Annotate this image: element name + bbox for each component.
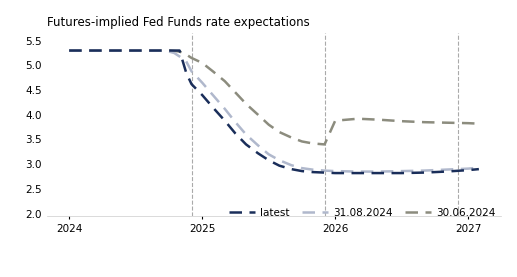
Legend: latest, 31.08.2024, 30.06.2024: latest, 31.08.2024, 30.06.2024 <box>224 204 500 222</box>
Text: Futures-implied Fed Funds rate expectations: Futures-implied Fed Funds rate expectati… <box>47 16 309 29</box>
